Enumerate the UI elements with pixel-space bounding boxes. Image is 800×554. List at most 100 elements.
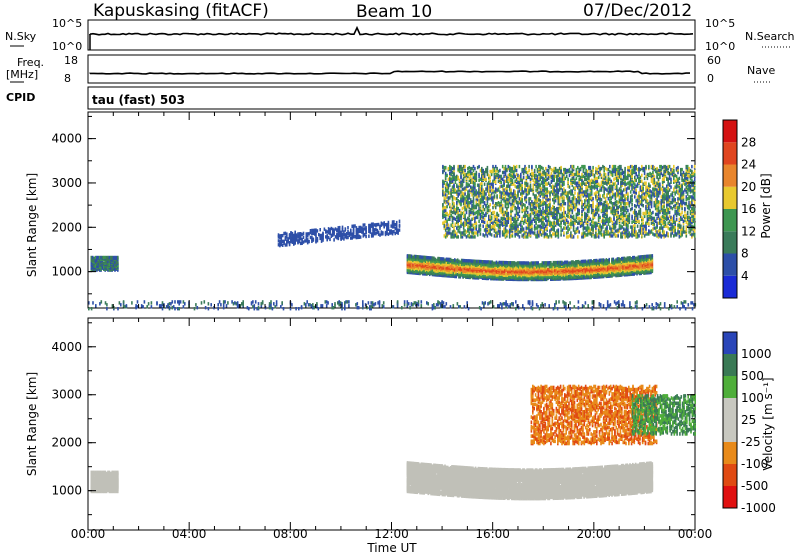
power-cell: [550, 206, 553, 211]
power-cell: [560, 193, 562, 197]
power-cell: [468, 169, 471, 174]
power-cell: [529, 212, 532, 217]
power-cell: [496, 166, 498, 171]
power-cell: [557, 168, 560, 173]
power-cell: [640, 261, 642, 265]
power-cell: [558, 218, 561, 222]
power-cell: [451, 268, 453, 273]
power-cell: [511, 171, 514, 176]
power-cell: [526, 226, 529, 230]
power-cell: [560, 225, 562, 229]
power-cell: [560, 220, 562, 224]
power-cell: [442, 215, 444, 220]
power-cell: [486, 260, 488, 264]
power-cell: [550, 167, 553, 172]
power-cell: [103, 255, 105, 260]
power-cell: [503, 227, 505, 231]
power-cell: [515, 180, 518, 184]
power-cell: [462, 194, 465, 198]
power-cell: [449, 173, 451, 178]
power-cell: [518, 235, 521, 239]
power-cell: [581, 265, 584, 269]
power-cell: [506, 177, 508, 181]
power-cell: [471, 217, 473, 221]
power-cell: [453, 168, 455, 173]
power-cell: [531, 219, 533, 223]
power-cell: [586, 267, 588, 271]
power-cell: [540, 203, 543, 207]
power-cell: [494, 175, 497, 180]
power-cell: [453, 233, 455, 237]
power-cell: [408, 259, 410, 263]
power-cell: [501, 216, 504, 221]
power-cell: [607, 265, 609, 270]
power-cell: [549, 174, 551, 179]
power-cell: [529, 186, 532, 190]
power-cell: [449, 261, 452, 266]
power-cell: [547, 198, 550, 202]
power-cell: [533, 205, 536, 210]
power-cell: [472, 199, 475, 203]
power-cell: [543, 169, 546, 174]
power-cell: [489, 226, 491, 230]
power-cell: [512, 266, 514, 271]
power-cell: [428, 260, 431, 264]
power-cell: [532, 186, 535, 190]
power-cell: [485, 197, 487, 201]
power-cell: [107, 255, 109, 260]
power-cell: [454, 233, 457, 237]
power-cell: [627, 256, 630, 260]
power-cell: [442, 221, 444, 225]
power-cell: [497, 179, 500, 183]
power-cell: [511, 202, 514, 206]
power-cell: [472, 164, 475, 169]
power-cell: [508, 228, 511, 232]
power-cell: [556, 188, 558, 192]
power-cell: [474, 181, 476, 185]
power-cell: [468, 231, 471, 235]
power-cell: [558, 260, 560, 265]
power-cell: [557, 182, 560, 186]
power-cell: [426, 255, 428, 260]
power-cell: [479, 177, 482, 181]
power-cell: [542, 182, 544, 186]
power-cell: [511, 208, 514, 213]
power-cell: [522, 208, 525, 213]
power-cell: [545, 203, 547, 207]
power-cell: [538, 176, 540, 181]
power-cell: [620, 259, 623, 264]
power-cell: [515, 229, 518, 233]
power-cell: [449, 178, 451, 182]
power-cell: [461, 199, 464, 203]
power-cell: [504, 196, 507, 200]
power-cell: [442, 184, 444, 188]
power-cell: [543, 211, 546, 216]
power-cell: [514, 217, 516, 221]
power-cell: [535, 216, 537, 221]
power-cell: [552, 168, 554, 173]
power-cell: [590, 265, 592, 269]
power-cell: [615, 264, 617, 268]
power-cell: [568, 270, 570, 274]
power-cell: [575, 265, 577, 270]
power-cell: [539, 227, 542, 231]
power-cell: [469, 261, 471, 265]
power-cell: [542, 222, 544, 226]
power-cell: [561, 273, 563, 277]
power-cell: [462, 192, 465, 196]
power-cell: [507, 181, 510, 185]
power-cell: [498, 260, 501, 265]
power-cell: [486, 168, 489, 173]
power-cell: [501, 233, 504, 237]
power-cell: [444, 210, 447, 215]
power-cell: [481, 266, 484, 271]
power-cell: [472, 184, 475, 188]
power-cell: [535, 179, 537, 183]
power-cell: [633, 255, 635, 260]
power-cell: [94, 263, 97, 267]
power-cell: [562, 261, 565, 265]
power-cell: [446, 233, 448, 237]
power-cell: [543, 277, 545, 282]
power-cell: [556, 206, 558, 211]
power-cell: [641, 255, 644, 259]
